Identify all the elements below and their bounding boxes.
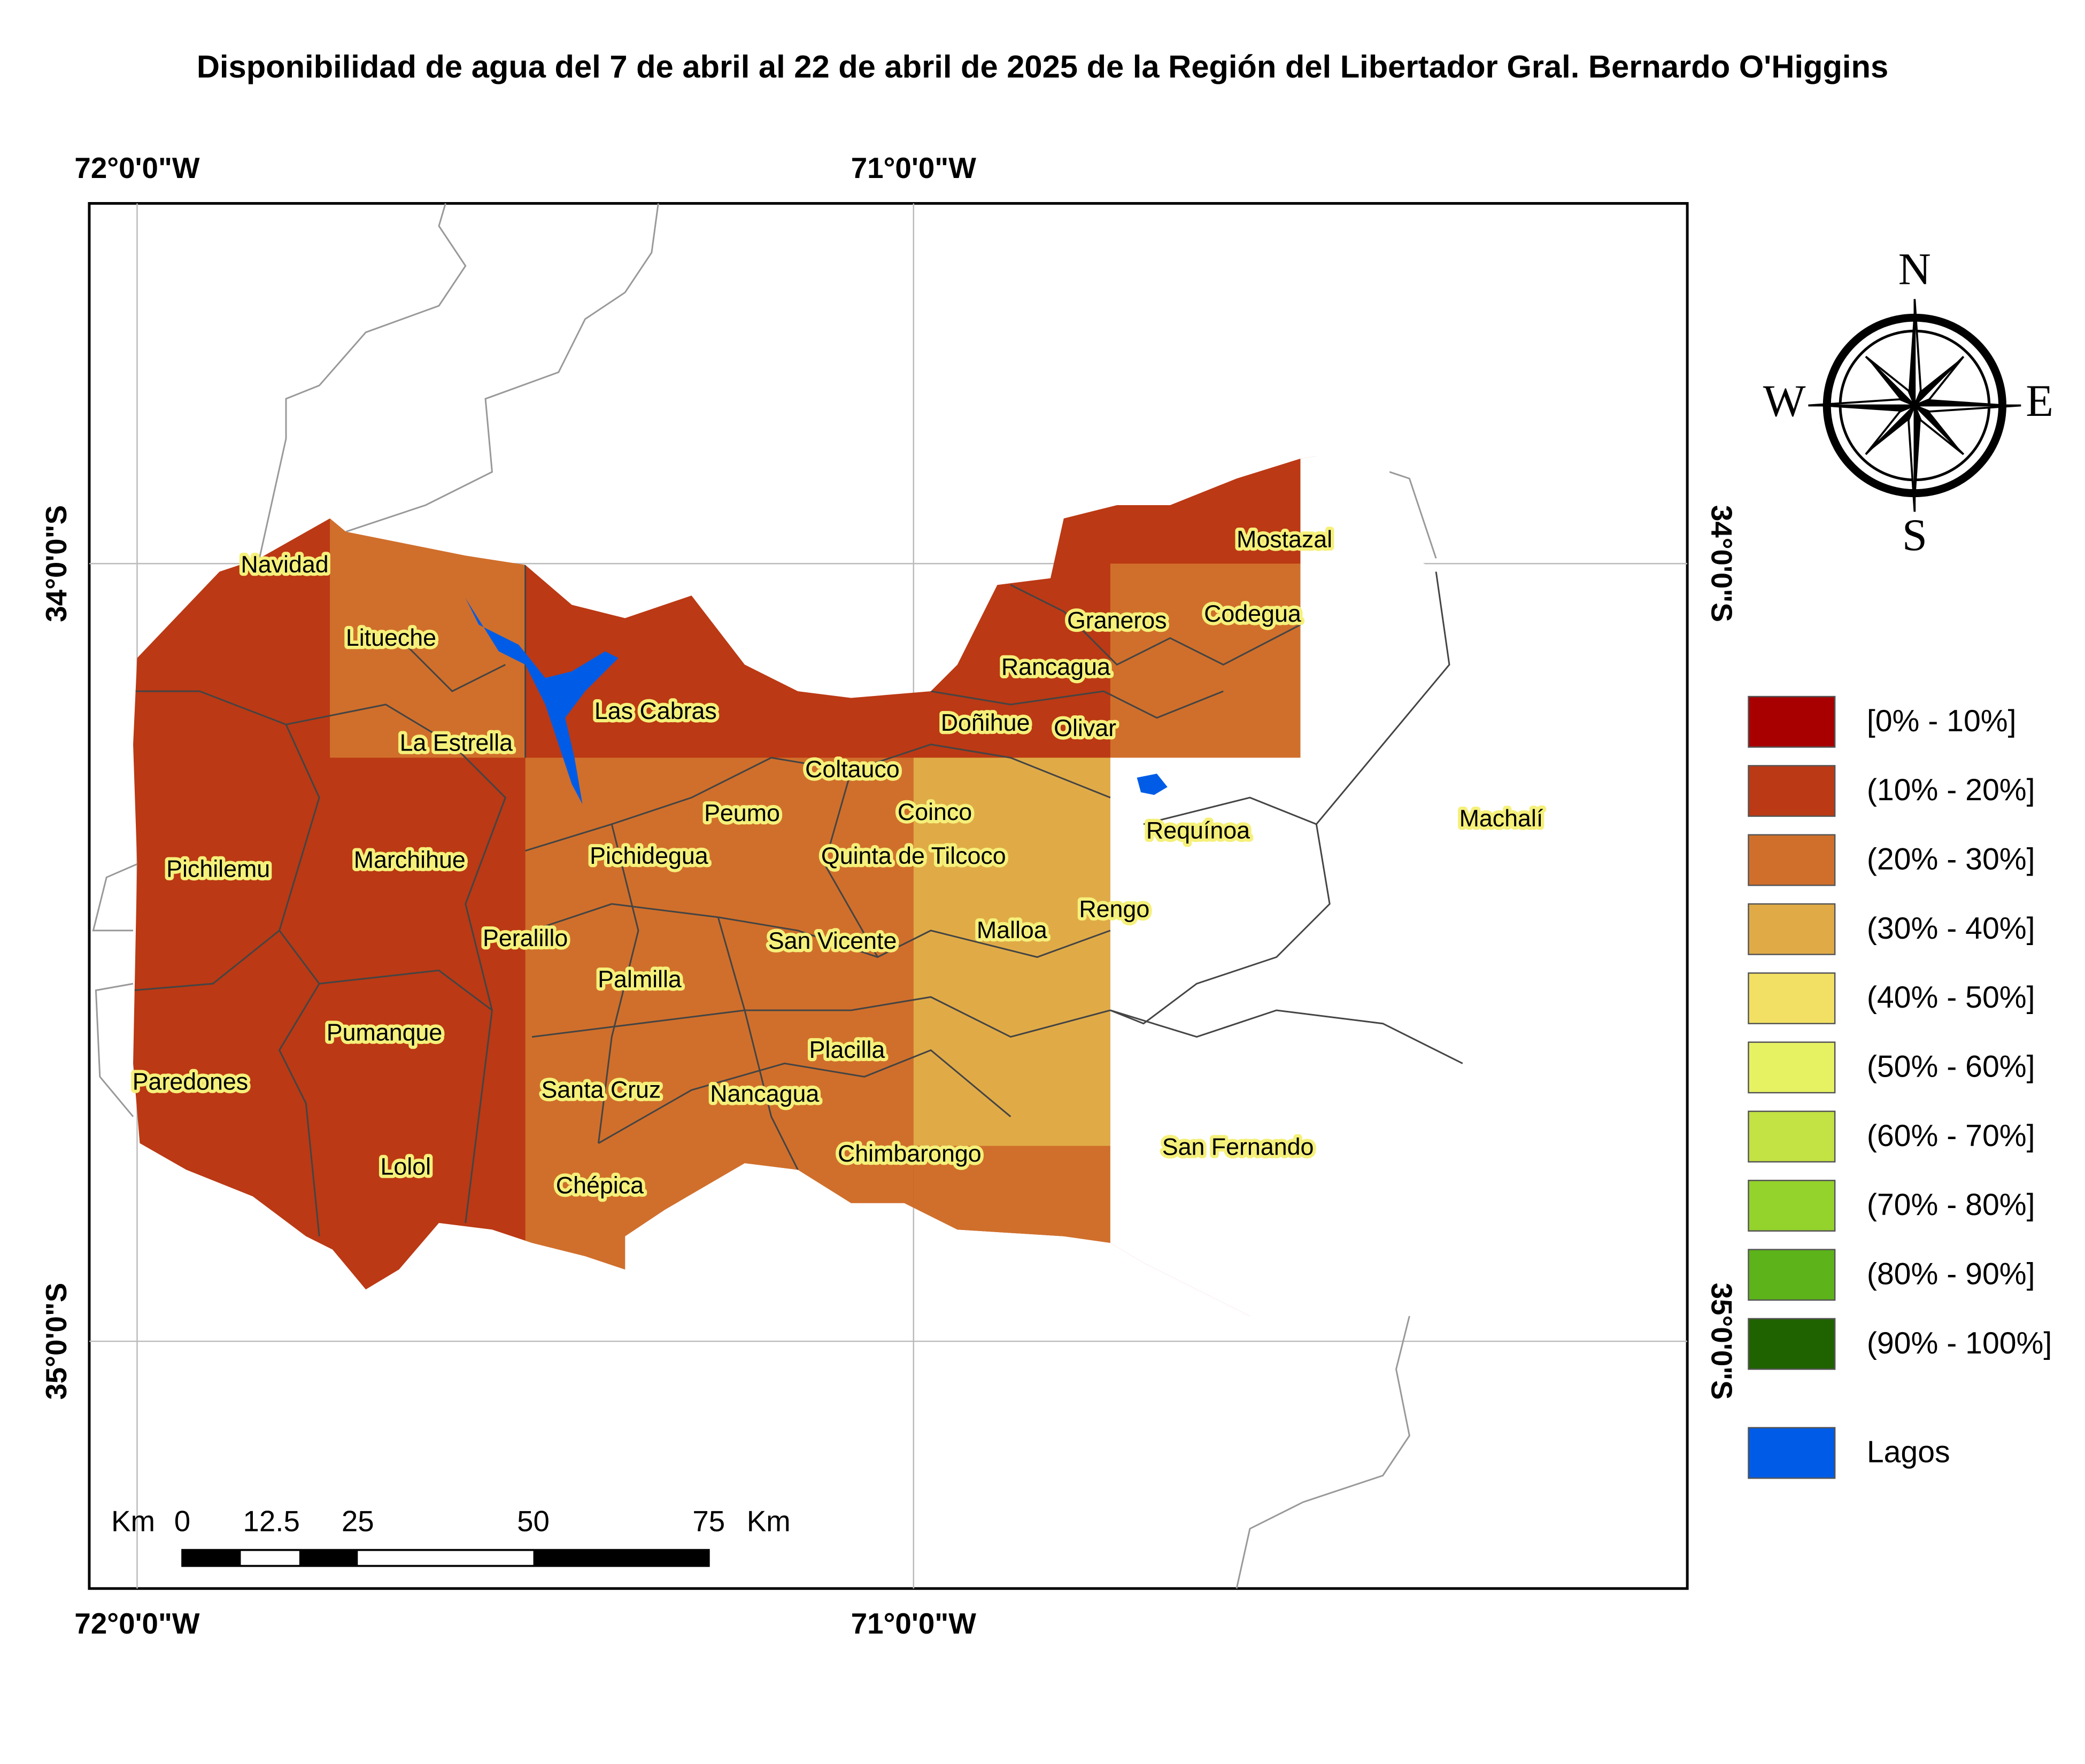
place-label: Peumo (704, 800, 780, 826)
scale-label: 50 (517, 1504, 550, 1537)
place-label: Chépica (556, 1172, 644, 1199)
scale-label: 0 (174, 1504, 190, 1537)
place-label: San Vicente (768, 927, 897, 954)
legend-swatch (1748, 1427, 1836, 1479)
longitude-label: 71°0'0"W (851, 1607, 976, 1640)
place-label: Nancagua (710, 1080, 819, 1107)
place-label: Palmilla (598, 966, 682, 993)
legend-swatch (1748, 903, 1836, 955)
longitude-label: 72°0'0"W (74, 151, 199, 184)
longitude-label: 71°0'0"W (851, 151, 976, 184)
north-arrow: N S W E (1763, 245, 2053, 560)
place-label: Machalí (1460, 805, 1543, 832)
legend-swatch (1748, 1318, 1836, 1370)
compass-letter: E (2026, 376, 2053, 426)
place-label: Pumanque (327, 1019, 442, 1046)
neighbor-boundaries (92, 203, 1437, 1589)
place-label: Peralillo (483, 925, 568, 951)
compass-spike (1808, 405, 1915, 412)
place-labels: Navidad Litueche La Estrella Las Cabras … (129, 523, 1547, 1202)
legend-label: (10% - 20%] (1867, 773, 2035, 807)
legend-label: (30% - 40%] (1867, 911, 2035, 946)
place-label: Pichidegua (590, 842, 708, 869)
legend-label: Lagos (1867, 1435, 1950, 1469)
longitude-label: 72°0'0"W (74, 1607, 199, 1640)
place-label: San Fernando (1162, 1133, 1314, 1160)
place-label: Quinta de Tilcoco (821, 842, 1006, 869)
scale-unit: Km (111, 1504, 155, 1537)
place-label: Olivar (1054, 715, 1116, 741)
legend-label: (90% - 100%] (1867, 1326, 2052, 1360)
legend-label: (50% - 60%] (1867, 1050, 2035, 1084)
scale-unit: Km (747, 1504, 791, 1537)
place-label: Mostazal (1237, 526, 1332, 553)
scale-label: 75 (692, 1504, 725, 1537)
compass-spike (1914, 405, 1921, 512)
legend-label: (80% - 90%] (1867, 1257, 2035, 1291)
compass-spike (1808, 398, 1916, 407)
compass-spike (1913, 405, 1965, 455)
map-title: Disponibilidad de agua del 7 de abril al… (197, 49, 1888, 84)
place-label: Las Cabras (594, 698, 717, 724)
legend-swatch (1748, 1041, 1836, 1094)
place-label: Santa Cruz (541, 1077, 661, 1103)
compass-spike (1908, 299, 1915, 406)
legend-swatch (1748, 1180, 1836, 1232)
legend-swatch (1748, 972, 1836, 1025)
latitude-label: 35°0'0"S (1705, 1283, 1738, 1400)
latitude-label: 34°0'0"S (1705, 505, 1738, 622)
scale-bar: Km 0 12.5 25 50 75 Km (111, 1504, 791, 1567)
place-label: Lolol (381, 1154, 431, 1180)
place-label: Marchihue (354, 846, 466, 873)
scale-label: 25 (342, 1504, 374, 1537)
place-label: Placilla (809, 1036, 885, 1063)
latitude-label: 35°0'0"S (40, 1283, 73, 1400)
legend-label: (70% - 80%] (1867, 1188, 2035, 1222)
compass-letter: N (1898, 245, 1931, 295)
place-label: La Estrella (400, 729, 513, 756)
coordinate-labels: 72°0'0"W 71°0'0"W 72°0'0"W 71°0'0"W 34°0… (40, 151, 1738, 1640)
place-label: Rancagua (1001, 654, 1110, 680)
legend-swatch (1748, 695, 1836, 748)
place-label: Rengo (1079, 895, 1149, 922)
place-label: Chimbarongo (838, 1140, 982, 1167)
legend-label: (60% - 70%] (1867, 1119, 2035, 1153)
compass-letter: W (1763, 376, 1806, 426)
place-label: Graneros (1067, 607, 1167, 634)
scale-label: 12.5 (243, 1504, 299, 1537)
place-label: Coltauco (805, 756, 900, 783)
place-label: Navidad (241, 551, 328, 578)
legend-label: [0% - 10%] (1867, 704, 2017, 738)
place-label: Paredones (133, 1069, 248, 1095)
legend-swatch (1748, 834, 1836, 886)
place-label: Litueche (346, 624, 436, 651)
legend: [0% - 10%] (10% - 20%] (20% - 30%] (30% - 4… (1748, 695, 2052, 1479)
compass-spike (1914, 355, 1965, 407)
legend-swatch (1748, 1110, 1836, 1163)
legend-swatch (1748, 765, 1836, 817)
legend-label: (40% - 50%] (1867, 980, 2035, 1015)
place-label: Pichilemu (166, 856, 270, 883)
place-label: Doñihue (941, 709, 1030, 736)
compass-letter: S (1902, 510, 1927, 560)
compass-spike (1865, 355, 1916, 406)
place-label: Malloa (977, 917, 1047, 943)
legend-swatch (1748, 1249, 1836, 1301)
place-label: Coinco (898, 799, 972, 825)
lake (1137, 773, 1168, 795)
place-label: Requínoa (1146, 817, 1250, 844)
latitude-label: 34°0'0"S (40, 505, 73, 622)
lake (465, 598, 619, 804)
compass-spike (1914, 399, 2021, 406)
place-label: Codegua (1204, 600, 1301, 627)
compass-spike (1914, 404, 2021, 413)
compass-spike (1865, 404, 1916, 455)
legend-label: (20% - 30%] (1867, 842, 2035, 877)
